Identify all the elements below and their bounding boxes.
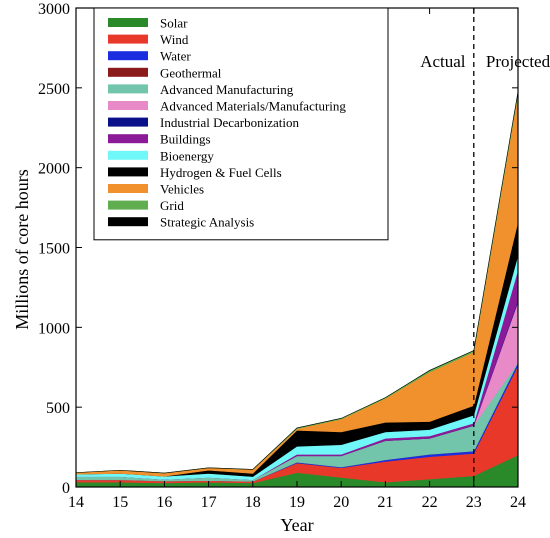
y-axis-title: Millions of core hours: [12, 169, 32, 329]
legend-label-solar: Solar: [160, 16, 188, 31]
annotation-actual: Actual: [420, 52, 466, 71]
legend-swatch-geothermal: [108, 67, 148, 77]
legend-label-advanced-materials-manufacturing: Advanced Materials/Manufacturing: [160, 99, 346, 114]
y-tick-label: 1000: [38, 320, 70, 337]
y-tick-label: 2500: [38, 81, 70, 98]
x-tick-label: 20: [333, 494, 349, 511]
ticks-layer: 14 15 16 17 18 19 20 21 22 23 24 0 500 1000 1500 2000 25…: [38, 1, 526, 511]
x-tick-label: 16: [156, 494, 172, 511]
annotation-projected: Projected: [486, 52, 550, 71]
legend-label-bioenergy: Bioenergy: [160, 148, 214, 163]
legend-swatch-wind: [108, 34, 148, 44]
x-tick-label: 24: [510, 494, 526, 511]
y-tick-label: 3000: [38, 1, 70, 18]
legend-label-grid: Grid: [160, 198, 184, 213]
legend-swatch-grid: [108, 200, 148, 210]
y-tick-label: 500: [46, 400, 70, 417]
legend-label-strategic-analysis: Strategic Analysis: [160, 215, 254, 230]
x-tick-label: 18: [245, 494, 261, 511]
legend-swatch-bioenergy: [108, 150, 148, 160]
x-tick-label: 21: [377, 494, 393, 511]
legend-swatch-hydrogen-fuel-cells: [108, 167, 148, 177]
annotations-layer: Actual Projected: [420, 52, 550, 71]
x-tick-label: 17: [201, 494, 217, 511]
x-tick-label: 23: [466, 494, 482, 511]
legend-swatch-solar: [108, 18, 148, 27]
legend-label-hydrogen-fuel-cells: Hydrogen & Fuel Cells: [160, 165, 282, 180]
y-tick-label: 1500: [38, 241, 70, 258]
legend-label-water: Water: [160, 49, 191, 64]
x-tick-label: 19: [289, 494, 305, 511]
legend-label-geothermal: Geothermal: [160, 65, 222, 80]
legend-swatch-water: [108, 51, 148, 61]
legend-swatch-buildings: [108, 134, 148, 144]
y-tick-label: 0: [62, 480, 70, 497]
x-tick-label: 22: [422, 494, 438, 511]
legend-label-vehicles: Vehicles: [160, 182, 204, 197]
y-tick-label: 2000: [38, 161, 70, 178]
legend-label-buildings: Buildings: [160, 132, 211, 147]
legend-label-wind: Wind: [160, 32, 189, 47]
x-tick-label: 15: [112, 494, 128, 511]
legend-swatch-industrial-decarbonization: [108, 117, 148, 127]
legend-swatch-vehicles: [108, 184, 148, 193]
legend-label-advanced-manufacturing: Advanced Manufacturing: [160, 82, 294, 97]
legend-swatch-advanced-manufacturing: [108, 84, 148, 94]
x-axis-title: Year: [280, 515, 313, 535]
legend-swatch-advanced-materials-manufacturing: [108, 101, 148, 110]
x-tick-label: 14: [68, 494, 84, 511]
legend-label-industrial-decarbonization: Industrial Decarbonization: [160, 115, 299, 130]
legend-swatch-strategic-analysis: [108, 217, 148, 227]
